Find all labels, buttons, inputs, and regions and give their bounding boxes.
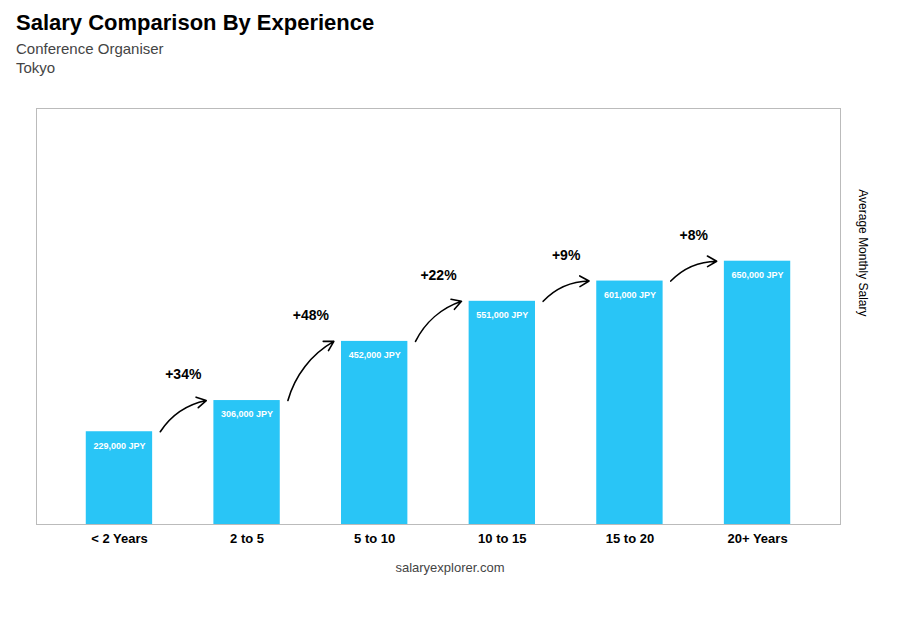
svg-text:10 to 15: 10 to 15 xyxy=(478,531,526,546)
svg-text:+9%: +9% xyxy=(552,247,581,263)
svg-text:2 to 5: 2 to 5 xyxy=(230,531,264,546)
svg-text:Average Monthly Salary: Average Monthly Salary xyxy=(856,189,870,316)
svg-text:+34%: +34% xyxy=(165,366,202,382)
html-text:Conference Organiser: Conference Organiser xyxy=(16,40,164,57)
svg-text:+8%: +8% xyxy=(680,227,709,243)
svg-text:551,000 JPY: 551,000 JPY xyxy=(476,310,528,320)
svg-text:452,000 JPY: 452,000 JPY xyxy=(349,350,401,360)
svg-text:20+ Years: 20+ Years xyxy=(727,531,787,546)
html-text:Tokyo: Tokyo xyxy=(16,59,56,76)
svg-text:229,000 JPY: 229,000 JPY xyxy=(93,441,145,451)
svg-text:5 to 10: 5 to 10 xyxy=(354,531,395,546)
html-text:Salary Comparison By Experienc: Salary Comparison By Experience xyxy=(16,10,375,35)
svg-text:306,000 JPY: 306,000 JPY xyxy=(221,409,273,419)
svg-text:< 2 Years: < 2 Years xyxy=(91,531,148,546)
svg-text:15 to 20: 15 to 20 xyxy=(606,531,654,546)
svg-text:650,000 JPY: 650,000 JPY xyxy=(732,270,784,280)
html-text:salaryexplorer.com: salaryexplorer.com xyxy=(395,560,505,575)
svg-text:+22%: +22% xyxy=(420,267,457,283)
svg-text:601,000 JPY: 601,000 JPY xyxy=(604,290,656,300)
svg-text:+48%: +48% xyxy=(293,307,330,323)
